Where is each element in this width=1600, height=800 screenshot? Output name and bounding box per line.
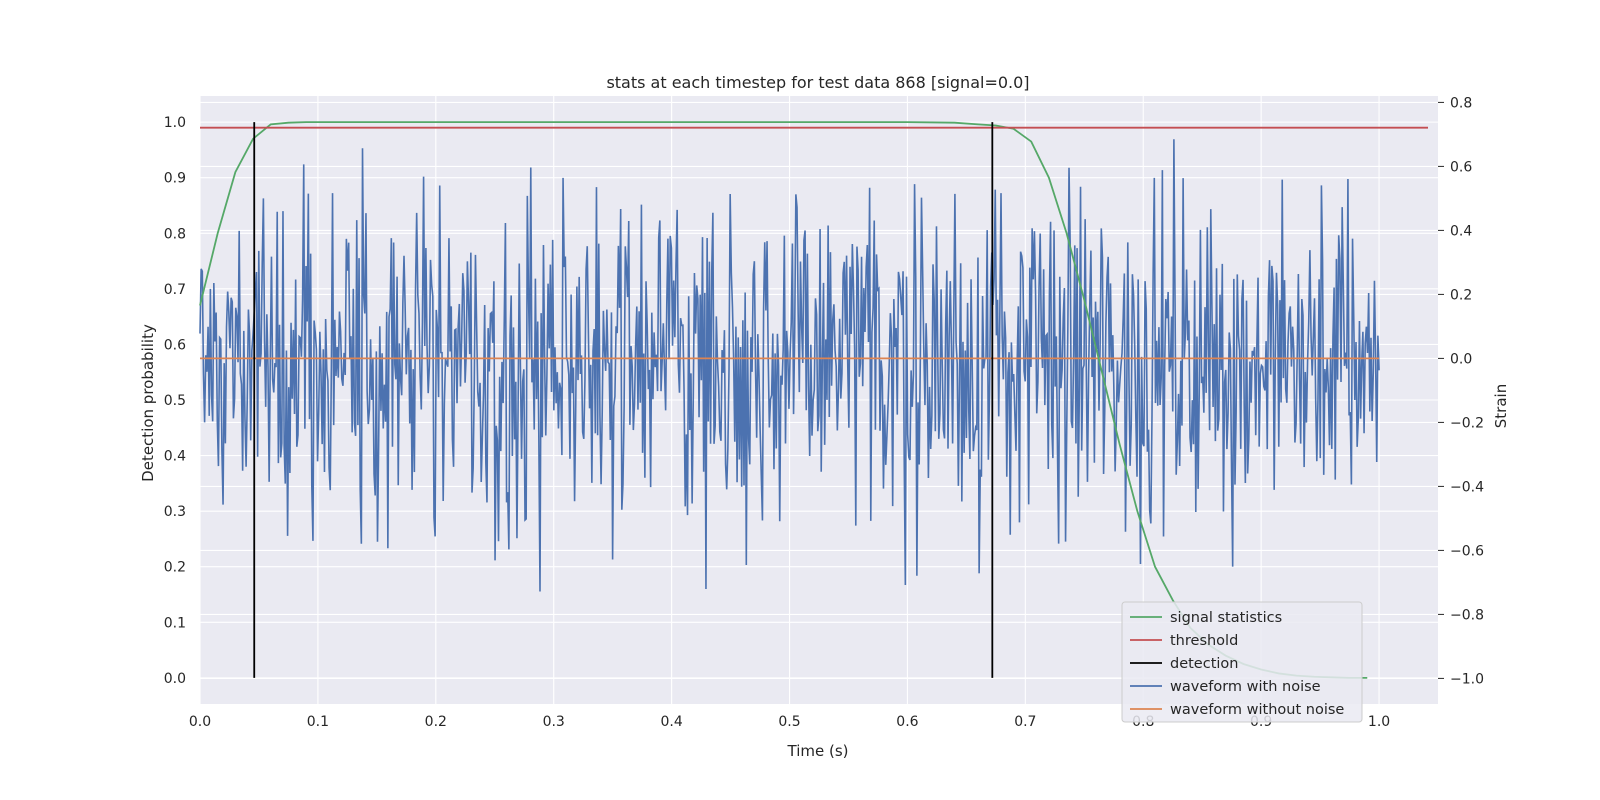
x-tick-label: 0.1 (307, 714, 329, 730)
y-right-tick-label: 0.0 (1450, 351, 1472, 367)
x-axis-label: Time (s) (787, 742, 849, 760)
legend-label-threshold: threshold (1170, 633, 1238, 649)
x-tick-label: 0.4 (660, 714, 682, 730)
legend-label-detection: detection (1170, 656, 1238, 672)
y-right-tick-label: −0.4 (1450, 479, 1484, 495)
y-right-tick-label: 0.4 (1450, 223, 1472, 239)
x-tick-label: 0.2 (425, 714, 447, 730)
x-tick-label: 0.5 (778, 714, 800, 730)
y-right-tick-label: −1.0 (1450, 671, 1484, 687)
y-axis-label-right: Strain (1492, 384, 1510, 428)
y-left-tick-label: 0.6 (164, 337, 186, 353)
x-tick-label: 0.6 (896, 714, 918, 730)
x-tick-label: 0.0 (189, 714, 211, 730)
legend-label-waveform-with-noise: waveform with noise (1170, 679, 1321, 695)
y-left-tick-label: 0.7 (164, 282, 186, 298)
legend-box (1121, 601, 1363, 723)
y-left-tick-label: 0.9 (164, 171, 186, 187)
y-left-ticks: 0.0 0.1 0.2 0.3 0.4 0.5 0.6 0.7 0.8 0.9 1.0 (164, 115, 186, 687)
y-axis-label-left: Detection probability (139, 324, 157, 482)
y-left-tick-label: 0.5 (164, 393, 186, 409)
y-left-tick-label: 0.0 (164, 671, 186, 687)
chart-title: stats at each timestep for test data 868… (606, 73, 1029, 92)
x-tick-label: 1.0 (1368, 714, 1390, 730)
y-left-tick-label: 0.3 (164, 504, 186, 520)
y-left-tick-label: 0.2 (164, 560, 186, 576)
y-right-tick-label: 0.2 (1450, 287, 1472, 303)
y-right-tick-label: −0.8 (1450, 607, 1484, 623)
series-waveform-with-noise (199, 139, 1380, 592)
y-right-tick-label: 0.6 (1450, 159, 1472, 175)
x-tick-label: 0.7 (1014, 714, 1036, 730)
y-left-tick-label: 0.1 (164, 615, 186, 631)
y-right-tick-label: 0.8 (1450, 95, 1472, 111)
legend-label-signal-statistics: signal statistics (1170, 610, 1282, 626)
y-left-tick-label: 0.4 (164, 449, 186, 465)
y-left-tick-label: 1.0 (164, 115, 186, 131)
y-right-tick-label: −0.6 (1450, 543, 1484, 559)
y-right-ticks: −1.0 −0.8 −0.6 −0.4 −0.2 0.0 0.2 0.4 0.6 0.8 (1438, 95, 1484, 687)
x-tick-label: 0.3 (543, 714, 565, 730)
y-right-tick-label: −0.2 (1450, 415, 1484, 431)
y-left-tick-label: 0.8 (164, 226, 186, 242)
legend: signal statistics threshold detection wa… (1121, 601, 1363, 723)
legend-label-waveform-without-noise: waveform without noise (1170, 702, 1344, 718)
